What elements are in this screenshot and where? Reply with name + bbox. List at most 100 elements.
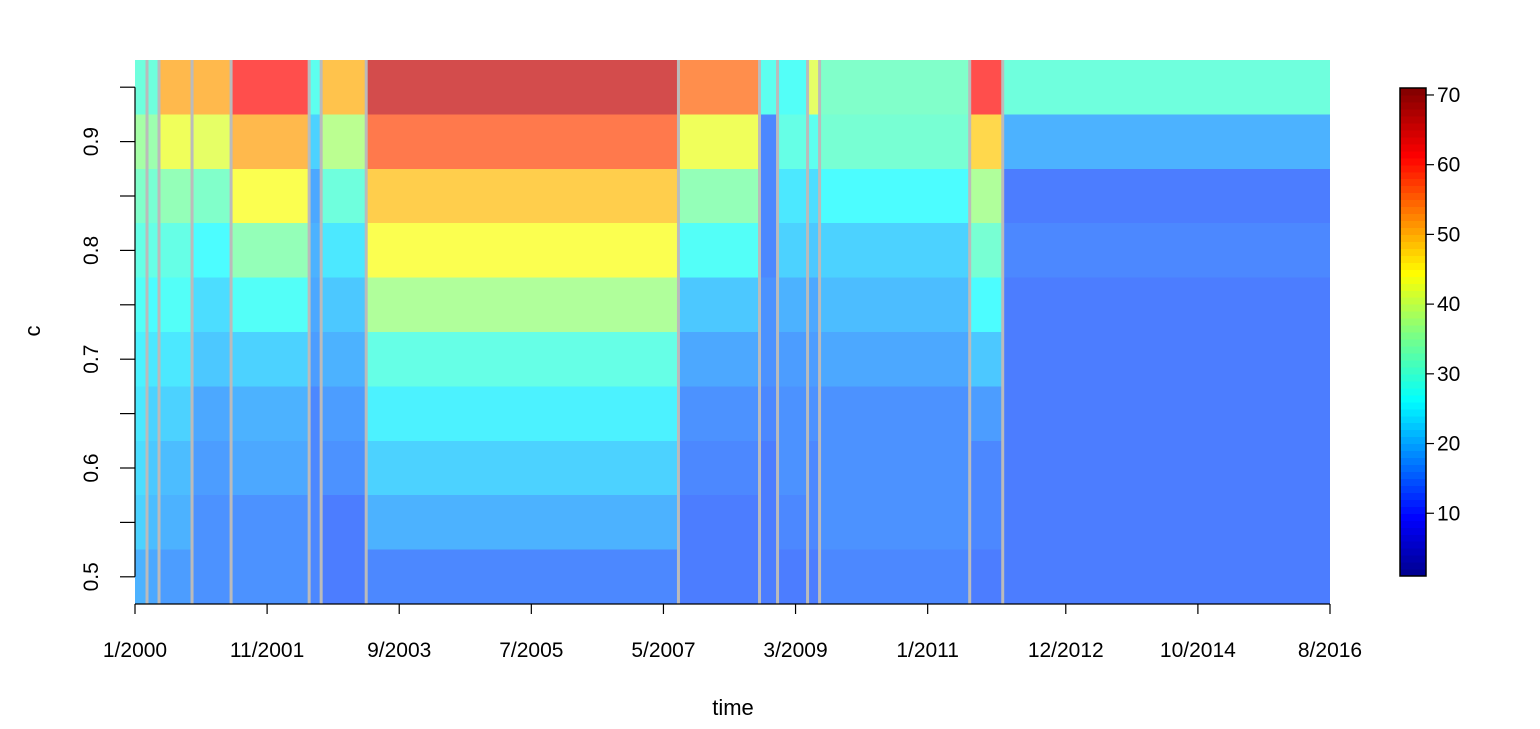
colorbar-swatch: [1400, 220, 1426, 229]
heatmap-cell: [969, 440, 1003, 496]
colorbar-swatch: [1400, 513, 1426, 521]
heatmap-cell: [807, 114, 820, 169]
heatmap-cell: [159, 495, 193, 550]
heatmap-cell: [321, 549, 367, 604]
heatmap-cell: [147, 223, 160, 278]
heatmap-cell: [807, 60, 820, 115]
heatmap-cell: [366, 60, 679, 115]
colorbar-swatch: [1400, 94, 1426, 103]
heatmap-cell: [309, 114, 322, 169]
x-tick-label: 12/2012: [1028, 639, 1104, 662]
colorbar-swatch: [1400, 101, 1426, 110]
heatmap-cell: [759, 549, 778, 604]
heatmap-cell: [309, 168, 322, 224]
colorbar-swatch: [1400, 199, 1426, 208]
heatmap-cell: [366, 277, 679, 332]
heatmap-cell: [147, 495, 160, 550]
heatmap-cell: [135, 114, 148, 169]
heatmap-cell: [147, 332, 160, 387]
heatmap-cell: [1002, 386, 1330, 441]
colorbar-swatch: [1400, 332, 1426, 340]
colorbar-swatch: [1400, 359, 1426, 368]
heatmap-cell: [1002, 549, 1330, 604]
heatmap-cell: [366, 223, 679, 278]
heatmap-cell: [159, 386, 193, 441]
heatmap-cell: [309, 332, 322, 387]
heatmap-cell: [231, 386, 310, 441]
heatmap-cell: [321, 277, 367, 332]
colorbar-swatch: [1400, 457, 1426, 466]
heatmap-cell: [759, 386, 778, 441]
colorbar-swatch: [1400, 478, 1426, 486]
heatmap-cell: [159, 60, 193, 115]
heatmap-cell: [135, 386, 148, 441]
colorbar-swatch: [1400, 569, 1426, 577]
heatmap-cell: [192, 440, 232, 496]
heatmap-cell: [147, 386, 160, 441]
heatmap-cell: [969, 223, 1003, 278]
colorbar-swatch: [1400, 436, 1426, 445]
heatmap-cell: [147, 440, 160, 496]
colorbar-swatch: [1400, 345, 1426, 354]
heatmap-cell: [759, 440, 778, 496]
heatmap-cell: [135, 277, 148, 332]
heatmap-cell: [1002, 114, 1330, 169]
colorbar-swatch: [1400, 185, 1426, 194]
heatmap-cell: [819, 386, 970, 441]
heatmap-cell: [819, 440, 970, 496]
heatmap-cell: [777, 549, 808, 604]
colorbar-swatch: [1400, 164, 1426, 173]
heatmap-cell: [1002, 495, 1330, 550]
heatmap-cell: [192, 168, 232, 224]
colorbar-swatch: [1400, 485, 1426, 493]
heatmap-cell: [231, 495, 310, 550]
heatmap-cell: [147, 549, 160, 604]
x-tick-label: 10/2014: [1160, 639, 1236, 662]
heatmap-cell: [321, 440, 367, 496]
colorbar-swatch: [1400, 318, 1426, 326]
x-tick-label: 1/2011: [896, 639, 959, 662]
colorbar-swatch: [1400, 171, 1426, 180]
colorbar-swatch: [1400, 366, 1426, 375]
heatmap-cell: [807, 386, 820, 441]
heatmap-cell: [321, 223, 367, 278]
heatmap-cell: [366, 168, 679, 224]
colorbar-swatch: [1400, 471, 1426, 479]
heatmap-cell: [192, 277, 232, 332]
x-tick-label: 9/2003: [367, 639, 431, 662]
heatmap-cell: [819, 168, 970, 224]
colorbar-swatch: [1400, 136, 1426, 145]
colorbar-swatch: [1400, 297, 1426, 305]
heatmap-cell: [759, 332, 778, 387]
heatmap-cell: [309, 60, 322, 115]
colorbar-swatch: [1400, 234, 1426, 242]
heatmap-cell: [1002, 332, 1330, 387]
heatmap-cells: [135, 60, 1330, 604]
x-tick-label: 5/2007: [631, 639, 695, 662]
heatmap-cell: [135, 549, 148, 604]
colorbar-swatch: [1400, 450, 1426, 459]
heatmap-cell: [1002, 223, 1330, 278]
x-tick-label: 8/2016: [1298, 639, 1362, 662]
heatmap-cell: [321, 114, 367, 169]
heatmap-cell: [159, 223, 193, 278]
colorbar-tick-label: 20: [1437, 433, 1460, 456]
heatmap-cell: [678, 114, 760, 169]
heatmap-cell: [192, 495, 232, 550]
heatmap-cell: [231, 168, 310, 224]
heatmap-cell: [819, 60, 970, 115]
heatmap-cell: [807, 549, 820, 604]
x-tick-label: 11/2001: [230, 639, 304, 662]
colorbar-swatch: [1400, 415, 1426, 424]
heatmap-cell: [159, 168, 193, 224]
heatmap-cell: [366, 386, 679, 441]
x-tick-label: 1/2000: [103, 639, 167, 662]
heatmap-cell: [231, 114, 310, 169]
heatmap-cell: [366, 332, 679, 387]
colorbar-swatch: [1400, 304, 1426, 312]
heatmap-cell: [192, 549, 232, 604]
heatmap-cell: [777, 114, 808, 169]
colorbar-tick-label: 30: [1437, 363, 1460, 386]
colorbar-swatch: [1400, 129, 1426, 138]
